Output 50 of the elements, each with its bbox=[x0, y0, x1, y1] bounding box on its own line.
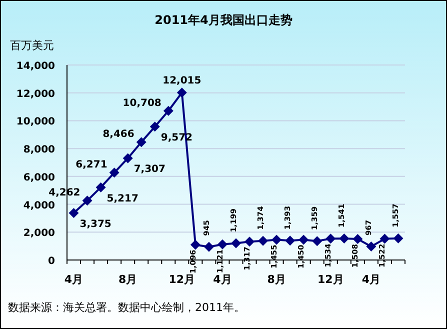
x-tick-label: 4月 bbox=[64, 273, 84, 286]
point bbox=[380, 234, 390, 244]
data-label: 12,015 bbox=[162, 76, 202, 87]
x-tick-label: 12月 bbox=[317, 273, 344, 286]
chart-title: 2011年4月我国出口走势 bbox=[154, 13, 292, 27]
y-tick-label: 6,000 bbox=[23, 172, 56, 184]
point bbox=[393, 233, 404, 244]
x-tick-label: 12月 bbox=[168, 273, 196, 286]
point bbox=[82, 196, 92, 206]
data-label: 6,271 bbox=[76, 160, 108, 171]
point bbox=[339, 234, 350, 244]
point bbox=[366, 242, 376, 252]
y-tick-label: 8,000 bbox=[23, 144, 56, 156]
point bbox=[231, 238, 241, 248]
point bbox=[298, 234, 309, 245]
y-tick-label: 0 bbox=[48, 256, 56, 267]
point bbox=[285, 236, 296, 246]
y-tick-label: 2,000 bbox=[23, 228, 56, 240]
data-label: 8,466 bbox=[102, 129, 134, 140]
data-label: 10,708 bbox=[122, 98, 162, 109]
data-label: 3,375 bbox=[80, 218, 112, 230]
point bbox=[258, 236, 268, 246]
x-tick-label: 4月 bbox=[213, 273, 232, 286]
x-tick-label: 8月 bbox=[267, 273, 286, 286]
y-tick-label: 4,000 bbox=[23, 200, 56, 212]
point bbox=[122, 153, 133, 164]
data-label: 5,217 bbox=[106, 193, 138, 204]
point bbox=[163, 106, 174, 116]
point bbox=[204, 242, 214, 252]
point bbox=[326, 234, 336, 244]
point bbox=[352, 234, 363, 244]
point bbox=[312, 236, 322, 246]
x-tick-label: 8月 bbox=[118, 273, 138, 286]
y-axis-title: 百万美元 bbox=[10, 39, 54, 52]
y-tick-label: 12,000 bbox=[16, 88, 56, 100]
y-tick-label: 14,000 bbox=[16, 61, 56, 72]
point bbox=[150, 122, 160, 132]
y-tick-label: 10,000 bbox=[16, 116, 56, 128]
x-tick-label: 4月 bbox=[362, 273, 381, 286]
source-note: 数据来源：海关总署。数据中心绘制，2011年。 bbox=[8, 301, 245, 314]
point bbox=[244, 236, 255, 247]
point bbox=[109, 168, 120, 178]
point bbox=[136, 137, 146, 148]
point bbox=[176, 88, 187, 98]
point bbox=[272, 234, 282, 245]
data-label: 7,307 bbox=[134, 164, 166, 176]
point bbox=[96, 182, 106, 192]
point bbox=[190, 240, 200, 250]
point bbox=[68, 208, 79, 218]
point bbox=[217, 239, 228, 250]
